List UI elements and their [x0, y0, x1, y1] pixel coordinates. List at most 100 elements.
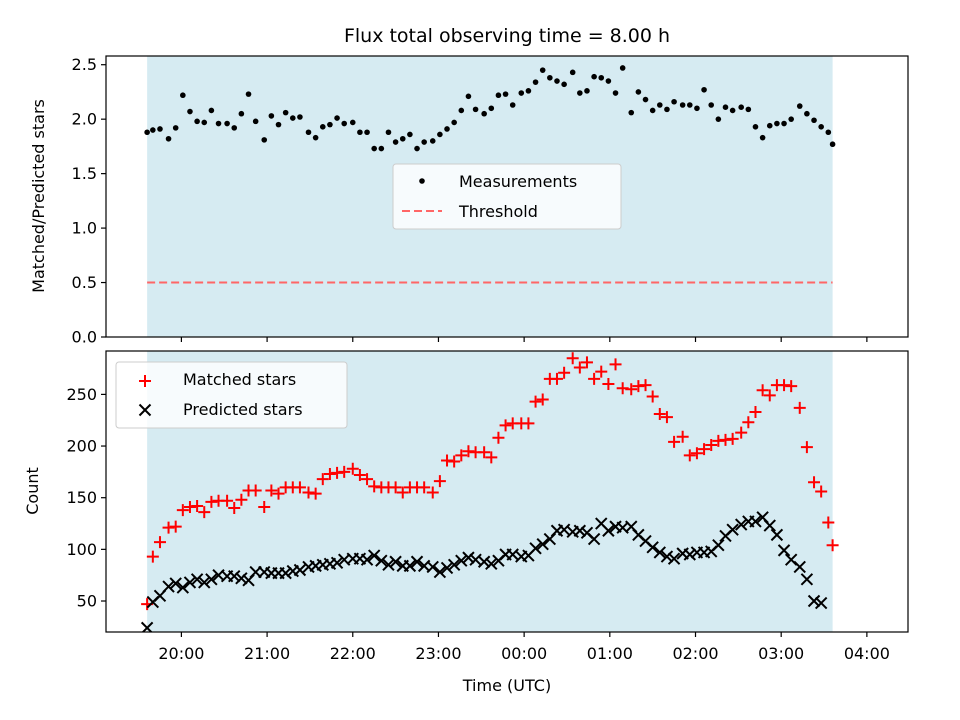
matched-star-point [249, 484, 262, 497]
matched-star-point [485, 451, 498, 464]
measurement-point [818, 123, 824, 130]
predicted-star-point [529, 542, 542, 555]
measurement-point [465, 93, 472, 100]
measurement-point [238, 110, 245, 117]
x-axis-label: Time (UTC) [462, 676, 551, 695]
matched-star-point [719, 433, 732, 446]
matched-star-point [396, 486, 409, 499]
measurement-point [224, 120, 230, 127]
matched-star-point [265, 484, 278, 497]
measurement-point [252, 118, 259, 125]
chart-title: Flux total observing time = 8.00 h [344, 25, 670, 47]
matched-star-point [698, 443, 711, 456]
predicted-star-point [749, 515, 762, 528]
measurement-point [289, 115, 296, 121]
predicted-star-point [183, 576, 197, 589]
bottom-marks [140, 352, 839, 632]
measurement-point [509, 102, 516, 108]
measurement-point [297, 114, 303, 120]
matched-star-point [653, 408, 666, 421]
measurement-point [722, 104, 729, 110]
measurement-point [701, 86, 707, 93]
measurement-point [208, 107, 215, 114]
measurement-point [378, 145, 385, 152]
matched-star-point [191, 499, 204, 512]
predicted-star-point [646, 541, 659, 554]
predicted-star-point [770, 528, 784, 542]
predicted-star-point [734, 518, 748, 531]
matched-star-point [221, 494, 234, 507]
plot-layer: 0.0 0.5 1.0 1.5 2.0 2.5 Measurements Threshold 5… [66, 55, 909, 663]
measurement-point [364, 129, 370, 136]
measurement-point [584, 88, 590, 94]
legend-matched-label: Matched stars [183, 370, 296, 389]
top-panel: 0.0 0.5 1.0 1.5 2.0 2.5 Measurements Threshold [72, 55, 909, 347]
measurement-point [385, 129, 392, 136]
matched-star-point [353, 468, 366, 481]
measurement-point [421, 139, 427, 145]
matched-star-point [338, 465, 351, 478]
measurement-point [458, 107, 465, 114]
predicted-star-point [279, 566, 292, 580]
measurement-point [788, 116, 794, 122]
predicted-star-point [169, 577, 182, 590]
matched-star-point [361, 473, 374, 486]
measurement-point [157, 126, 163, 132]
measurement-point [502, 91, 509, 97]
measurement-point [399, 135, 406, 142]
matched-star-point [808, 476, 821, 489]
predicted-star-point [228, 570, 241, 583]
predicted-star-point [602, 524, 615, 537]
measurement-point [635, 89, 642, 95]
matched-star-point [616, 382, 629, 395]
top-y-tick-label: 2.5 [72, 55, 97, 74]
matched-star-point [625, 383, 638, 396]
measurement-point [371, 145, 377, 152]
matched-star-point [646, 390, 659, 403]
predicted-star-point [793, 560, 806, 574]
measurement-point [686, 102, 693, 108]
measurement-point [481, 110, 487, 117]
predicted-star-point [536, 537, 549, 551]
matched-star-point [323, 467, 336, 480]
matched-star-point [536, 393, 549, 406]
top-marks [144, 65, 836, 284]
matched-star-point [302, 486, 315, 499]
measurement-point [829, 141, 836, 148]
measurement-point [187, 108, 193, 115]
matched-star-point [595, 365, 608, 378]
x-tick-label: 22:00 [330, 644, 376, 663]
predicted-star-point [235, 572, 248, 585]
predicted-star-point [403, 559, 417, 573]
matched-star-point [609, 358, 622, 371]
measurement-point [275, 121, 282, 128]
measurement-point [414, 145, 420, 152]
bottom-panel: 50 100 150 200 250 20:00 21:00 22:00 23:00 00:00 0… [66, 350, 909, 663]
legend-matched-marker [139, 375, 151, 387]
matched-star-point [826, 539, 839, 552]
measurement-point [437, 131, 443, 138]
predicted-star-point [573, 524, 587, 537]
matched-star-point [433, 475, 446, 488]
matched-star-point [448, 455, 461, 468]
measurement-point [598, 74, 605, 81]
measurement-point [628, 109, 635, 116]
matched-star-point [499, 419, 512, 432]
measurement-point [671, 98, 677, 105]
measurement-point [715, 116, 722, 122]
measurement-point [561, 81, 567, 88]
top-y-tick-label: 0.5 [72, 273, 97, 292]
matched-star-point [316, 473, 329, 486]
matched-star-point [272, 487, 285, 500]
predicted-star-point [660, 550, 674, 563]
matched-star-point [588, 372, 601, 385]
matched-star-point [712, 434, 725, 447]
predicted-star-point [455, 554, 468, 567]
predicted-star-point [587, 532, 601, 546]
measurement-point [745, 106, 752, 113]
predicted-star-point [410, 555, 424, 568]
measurement-point [591, 73, 597, 80]
matched-star-point [162, 521, 175, 534]
x-tick-label: 01:00 [587, 644, 633, 663]
predicted-star-point [814, 596, 828, 610]
